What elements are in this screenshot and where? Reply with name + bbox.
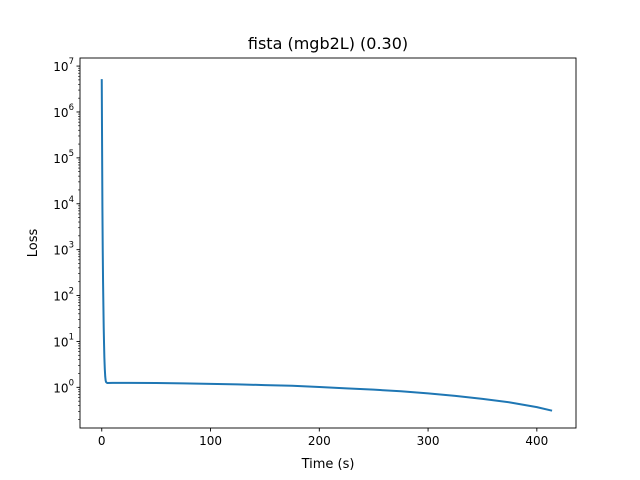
- y-tick-label: 100: [53, 378, 74, 395]
- series-layer: [100, 79, 553, 412]
- x-tick-label: 400: [525, 434, 548, 448]
- y-axis-ticks: 100 101 102 103 104 105 106 107: [53, 57, 80, 395]
- x-tick-label: 100: [199, 434, 222, 448]
- x-axis-ticks: 0 100 200 300 400: [98, 428, 548, 448]
- x-tick-label: 0: [98, 434, 106, 448]
- chart-title: fista (mgb2L) (0.30): [248, 34, 408, 53]
- x-tick-label: 300: [417, 434, 440, 448]
- y-tick-label: 106: [53, 103, 74, 120]
- y-tick-label: 101: [53, 332, 74, 349]
- series-line-0: [100, 79, 553, 412]
- x-axis-label: Time (s): [301, 457, 355, 472]
- y-tick-label: 102: [53, 287, 74, 304]
- y-axis-label: Loss: [26, 229, 41, 258]
- y-tick-label: 103: [53, 241, 74, 258]
- y-tick-label: 104: [53, 195, 74, 212]
- y-tick-label: 107: [53, 57, 74, 74]
- x-tick-label: 200: [308, 434, 331, 448]
- y-tick-label: 105: [53, 149, 74, 166]
- y-minor-ticks: [78, 67, 80, 420]
- plot-frame: [79, 57, 577, 429]
- plot-area: 0 100 200 300 400 100 101 102 103 104 105 106 107: [53, 57, 577, 448]
